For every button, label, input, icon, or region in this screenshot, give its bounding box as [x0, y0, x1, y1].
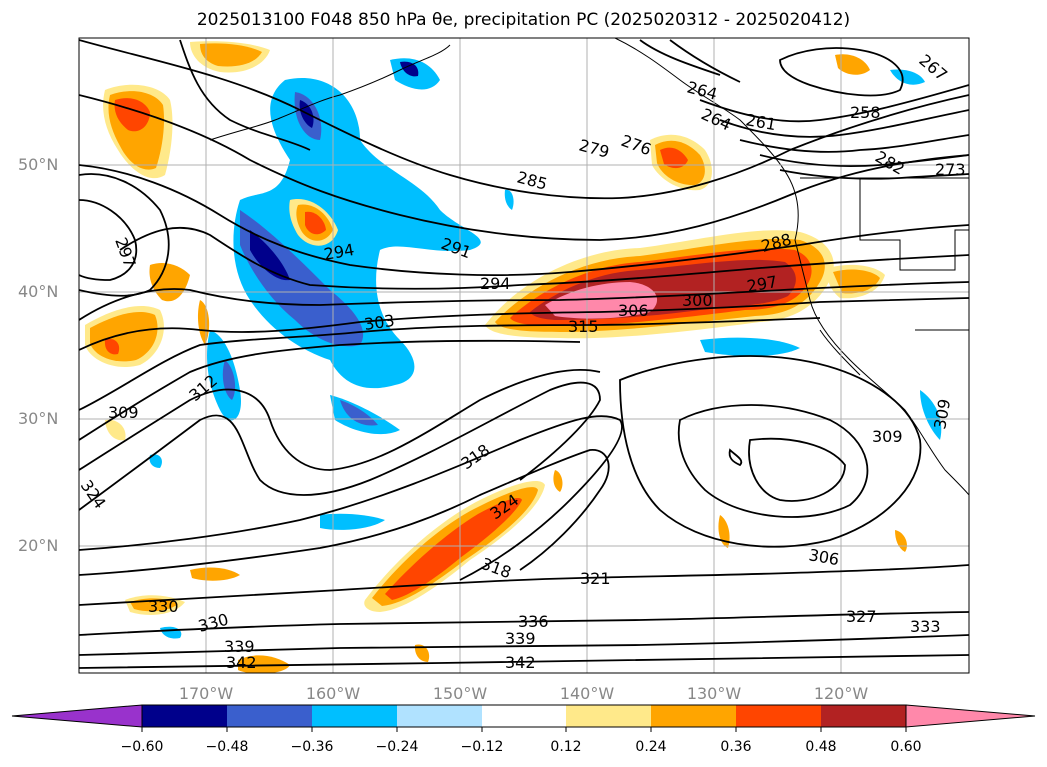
colorbar-swatch — [482, 705, 566, 727]
contour-label: 327 — [846, 607, 877, 626]
contour-label: 336 — [518, 612, 549, 631]
colorbar-swatch — [397, 705, 482, 727]
colorbar-swatch — [566, 705, 651, 727]
colorbar-tick-label: 0.24 — [635, 739, 667, 755]
colorbar-tick-label: 0.60 — [890, 739, 922, 755]
contour-label: 339 — [224, 637, 255, 656]
colorbar-extend-high — [905, 704, 1036, 728]
colorbar-swatch — [651, 705, 736, 727]
colorbar-tick-label: 0.36 — [720, 739, 752, 755]
contour-label: 306 — [618, 301, 649, 320]
map-plot-area: 264 264 261 258 267 273 276 279 282 285 … — [79, 38, 969, 673]
colorbar-tick-label: 0.12 — [550, 739, 582, 755]
gridlines — [79, 38, 969, 673]
colorbar-tick-label: −0.48 — [205, 739, 249, 755]
contour-label: 309 — [872, 427, 903, 446]
contour-label: 258 — [850, 103, 881, 122]
contour-label: 342 — [226, 653, 257, 672]
lon-label: 130°W — [686, 684, 742, 703]
colorbar-swatch — [312, 705, 397, 727]
colorbar — [11, 704, 1036, 732]
colorbar-tick-label: 0.48 — [805, 739, 837, 755]
lon-label: 140°W — [559, 684, 615, 703]
contour-label: 303 — [363, 311, 396, 334]
contour-label: 294 — [480, 274, 511, 293]
contour-label: 315 — [568, 317, 599, 336]
colorbar-tick-label: −0.12 — [460, 739, 504, 755]
colorbar-tick-label: −0.60 — [120, 739, 164, 755]
contour-label: 309 — [108, 403, 139, 422]
colorbar-tick-label: −0.24 — [375, 739, 419, 755]
lon-label: 150°W — [432, 684, 488, 703]
colorbar-swatch — [227, 705, 312, 727]
map-frame — [78, 37, 970, 674]
contour-label: 330 — [148, 597, 179, 616]
precip-shading — [85, 41, 942, 673]
lat-label: 20°N — [18, 536, 59, 555]
colorbar-extend-low — [11, 704, 143, 728]
lat-label: 30°N — [18, 409, 59, 428]
lon-label: 170°W — [178, 684, 234, 703]
map-title: 2025013100 F048 850 hPa θe, precipitatio… — [196, 10, 851, 30]
contour-label: 333 — [910, 617, 941, 636]
contour-label: 321 — [580, 569, 611, 588]
contour-label: 300 — [682, 291, 713, 310]
contour-label: 342 — [505, 653, 536, 672]
lon-label: 160°W — [305, 684, 361, 703]
contour-label: 339 — [505, 629, 536, 648]
lat-label: 50°N — [18, 155, 59, 174]
lat-label: 40°N — [18, 282, 59, 301]
lon-label: 120°W — [813, 684, 869, 703]
theta-e-contours — [79, 39, 969, 669]
colorbar-swatch — [821, 705, 906, 727]
colorbar-tick-label: −0.36 — [290, 739, 334, 755]
colorbar-swatch — [142, 705, 227, 727]
contour-label: 273 — [935, 160, 966, 179]
colorbar-swatch — [736, 705, 821, 727]
